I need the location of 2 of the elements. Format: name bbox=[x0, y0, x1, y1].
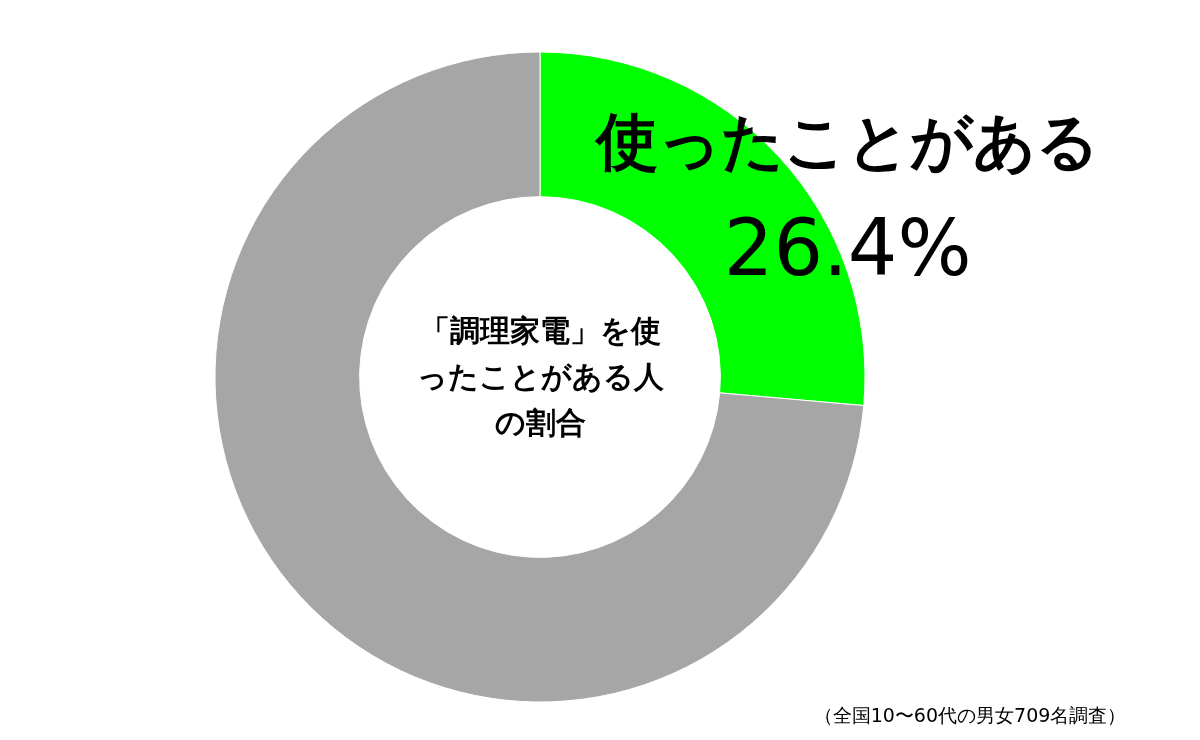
text: （全国10〜60代の男女709名調査） bbox=[813, 704, 1127, 726]
text: 「調理家電」を使ったことがある人の割合 bbox=[415, 312, 665, 442]
